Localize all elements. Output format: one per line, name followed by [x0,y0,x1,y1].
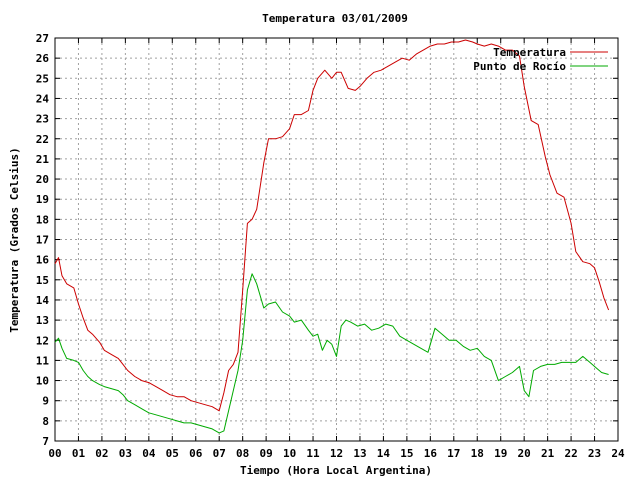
chart-title: Temperatura 03/01/2009 [262,12,408,25]
y-tick-label: 11 [36,354,50,367]
x-tick-label: 04 [142,447,156,460]
x-tick-label: 05 [166,447,179,460]
x-tick-label: 06 [189,447,203,460]
x-tick-label: 10 [283,447,296,460]
y-tick-label: 24 [36,92,50,105]
y-tick-label: 19 [36,193,49,206]
x-tick-label: 08 [236,447,249,460]
x-tick-label: 15 [400,447,413,460]
x-tick-label: 07 [213,447,226,460]
y-tick-label: 12 [36,334,49,347]
x-tick-label: 17 [447,447,460,460]
y-tick-label: 21 [36,153,50,166]
x-tick-label: 09 [260,447,273,460]
x-tick-label: 13 [353,447,366,460]
y-tick-label: 13 [36,314,49,327]
y-tick-label: 26 [36,52,50,65]
y-tick-label: 16 [36,254,50,267]
y-tick-label: 23 [36,113,49,126]
x-tick-label: 14 [377,447,391,460]
legend-label-punto-de-rocio: Punto de Rocío [473,60,566,73]
x-tick-label: 18 [471,447,484,460]
x-tick-label: 03 [119,447,132,460]
legend-label-temperatura: Temperatura [493,46,566,59]
y-tick-label: 9 [42,395,49,408]
y-tick-label: 15 [36,274,49,287]
x-tick-label: 20 [518,447,531,460]
y-tick-label: 14 [36,294,50,307]
x-tick-label: 16 [424,447,438,460]
x-tick-label: 01 [72,447,86,460]
x-tick-label: 02 [95,447,108,460]
grid-lines [55,38,618,441]
x-tick-label: 22 [564,447,577,460]
y-tick-label: 17 [36,234,49,247]
y-tick-label: 25 [36,72,49,85]
x-tick-label: 12 [330,447,343,460]
y-tick-label: 22 [36,133,49,146]
x-tick-label: 24 [611,447,625,460]
series-lines [54,39,610,434]
series-line-punto-de-rocio [54,273,609,434]
x-tick-label: 19 [494,447,507,460]
x-axis-label: Tiempo (Hora Local Argentina) [240,464,432,477]
y-tick-label: 20 [36,173,49,186]
x-tick-label: 23 [588,447,601,460]
x-tick-label: 21 [541,447,555,460]
axis-ticks: 00 01 02 03 04 05 06 07 08 09 10 11 12 13 14 15 16 17 18 19… [36,32,625,460]
x-tick-label: 00 [48,447,61,460]
plot-frame [54,37,619,442]
x-tick-label: 11 [306,447,320,460]
y-tick-label: 7 [42,435,49,448]
y-tick-label: 10 [36,375,49,388]
y-tick-label: 18 [36,213,49,226]
y-tick-label: 27 [36,32,49,45]
y-axis-label: Temperatura (Grados Celsius) [8,147,21,332]
y-tick-label: 8 [42,415,49,428]
series-line-temperatura [54,39,610,412]
